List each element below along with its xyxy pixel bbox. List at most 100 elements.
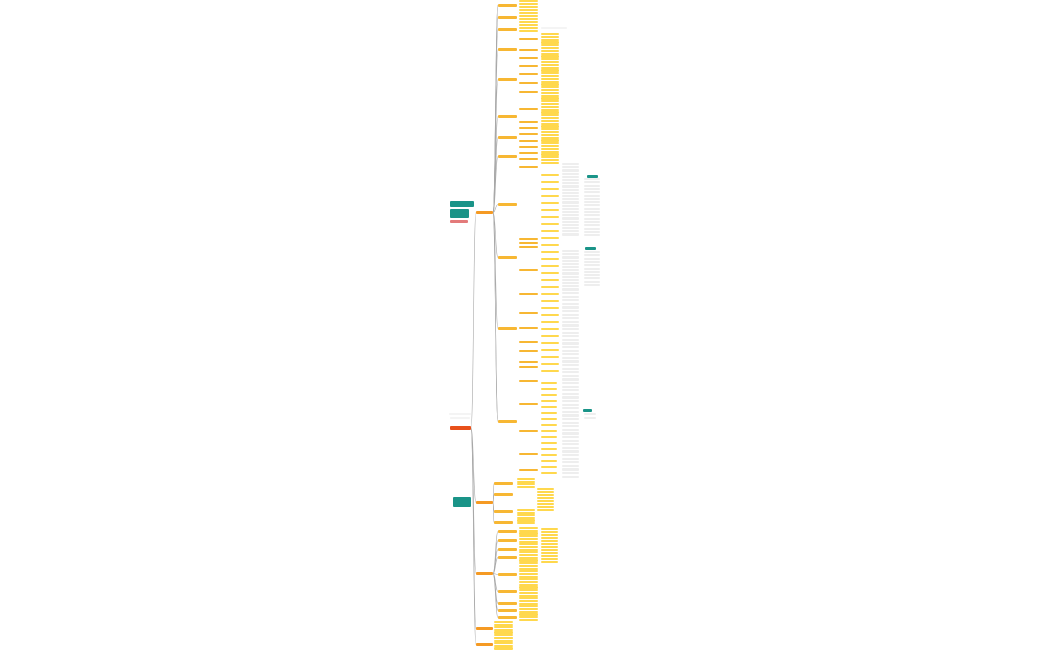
branch-1-sub-1[interactable] bbox=[498, 4, 517, 7]
branch-1-sub-7[interactable] bbox=[498, 136, 517, 139]
note-col3-item bbox=[562, 179, 579, 182]
branch-1-sub-10[interactable] bbox=[498, 256, 517, 259]
branch-3-leaf-b bbox=[541, 540, 558, 543]
leaf-col1-4 bbox=[519, 9, 538, 12]
link-branch-1-sub-9 bbox=[492, 204, 499, 213]
note-col4-item bbox=[584, 224, 600, 227]
branch-1-sub-12[interactable] bbox=[498, 420, 517, 423]
leaf-col2b-item bbox=[541, 349, 559, 352]
note-col3b-item bbox=[562, 275, 579, 278]
branch-3-sub-8[interactable] bbox=[498, 609, 517, 612]
branch-3-leaf bbox=[519, 543, 538, 546]
branch-1-sub-8[interactable] bbox=[498, 155, 517, 158]
note-col3c-item bbox=[562, 464, 579, 467]
branch-1-sub-11[interactable] bbox=[498, 327, 517, 330]
note-col4b-item bbox=[584, 274, 600, 277]
branch-1-sub-6[interactable] bbox=[498, 115, 517, 118]
note-col4b-item bbox=[584, 251, 600, 253]
note-col3-item bbox=[562, 211, 579, 214]
link-root-branch-5 bbox=[470, 427, 477, 645]
branch-3-leaf bbox=[519, 535, 538, 538]
leaf-col2-item bbox=[541, 133, 559, 136]
branch-1-sub-3[interactable] bbox=[498, 28, 517, 31]
branch-3-sub-9[interactable] bbox=[498, 616, 517, 619]
leaf-col2b-item bbox=[541, 174, 559, 177]
note-col3c-item bbox=[562, 324, 579, 327]
branch-3-leaf bbox=[519, 537, 538, 540]
note-col4b-item bbox=[584, 277, 600, 280]
leaf-col2b-item bbox=[541, 279, 559, 282]
branch-3-leaf-b bbox=[541, 528, 558, 531]
link-branch-1-sub-11 bbox=[492, 212, 499, 329]
branch-2-sub-1[interactable] bbox=[494, 482, 513, 485]
note-col4-item bbox=[584, 197, 600, 200]
leaf-col2-item bbox=[541, 153, 559, 156]
branch-4[interactable] bbox=[476, 627, 493, 630]
branch-1-sub-5[interactable] bbox=[498, 78, 517, 81]
branch-3-leaf bbox=[519, 562, 538, 565]
note-col3b-item bbox=[562, 288, 579, 291]
branch-3-sub-7[interactable] bbox=[498, 602, 517, 605]
leaf-col1-18 bbox=[519, 91, 538, 94]
branch-3-leaf bbox=[519, 556, 538, 559]
leaf-col2-item bbox=[541, 119, 559, 122]
branch-3-sub-5[interactable] bbox=[498, 573, 517, 576]
leaf-col2c-item bbox=[541, 394, 557, 397]
leaf-col1-12 bbox=[519, 38, 538, 41]
branch-1[interactable] bbox=[476, 211, 493, 214]
branch-3-sub-2[interactable] bbox=[498, 539, 517, 542]
branch-5-leaf bbox=[494, 647, 513, 650]
leaf-col2-item bbox=[541, 49, 559, 52]
branch-3-sub-6[interactable] bbox=[498, 590, 517, 593]
branch-2-sub-2[interactable] bbox=[494, 493, 513, 496]
note-col3c-item bbox=[562, 378, 579, 381]
branch-2-leaf-c bbox=[517, 516, 535, 519]
leaf-col1-22 bbox=[519, 133, 538, 136]
branch-1-sub-2[interactable] bbox=[498, 16, 517, 19]
note-col4-item bbox=[584, 191, 600, 194]
leaf-col2-item bbox=[541, 58, 559, 61]
note-col4b-item bbox=[584, 267, 600, 270]
note-col3-item bbox=[562, 163, 579, 166]
branch-3-sub-3[interactable] bbox=[498, 548, 517, 551]
note-col4-item bbox=[584, 201, 600, 204]
branch-2-leaf-c bbox=[517, 509, 535, 512]
branch-5[interactable] bbox=[476, 643, 493, 646]
leaf-col2b-item bbox=[541, 216, 559, 219]
note-col4-item bbox=[584, 194, 600, 197]
leaf-col1-26 bbox=[519, 158, 538, 161]
note-col4-item bbox=[584, 217, 600, 220]
branch-3[interactable] bbox=[476, 572, 493, 575]
note-col3c-item bbox=[562, 302, 579, 305]
leaf-col1-37 bbox=[519, 361, 538, 364]
note-col3c-item bbox=[562, 443, 579, 446]
branch-2[interactable] bbox=[476, 501, 493, 504]
callout-right-3-note-2 bbox=[584, 417, 596, 419]
leaf-col1-31 bbox=[519, 269, 538, 272]
leaf-col2-item bbox=[541, 33, 559, 36]
leaf-col2-item bbox=[541, 35, 559, 38]
branch-3-sub-1[interactable] bbox=[498, 530, 517, 533]
leaf-col2c-item bbox=[541, 412, 557, 415]
leaf-col1-14 bbox=[519, 57, 538, 60]
trunk-bottom bbox=[492, 212, 499, 422]
note-col3c-item bbox=[562, 360, 579, 363]
branch-2-sub-4[interactable] bbox=[494, 521, 513, 524]
note-col3-item bbox=[562, 185, 579, 188]
branch-1-sub-4[interactable] bbox=[498, 48, 517, 51]
note-col4-item bbox=[584, 214, 600, 217]
branch-3-leaf bbox=[519, 586, 538, 589]
branch-3-leaf bbox=[519, 608, 538, 611]
note-col4-item bbox=[584, 178, 600, 180]
callout-block-3 bbox=[453, 497, 471, 507]
leaf-col1-28 bbox=[519, 238, 538, 241]
branch-1-sub-9[interactable] bbox=[498, 203, 517, 206]
branch-2-sub-3[interactable] bbox=[494, 510, 513, 513]
leaf-col2c-item bbox=[541, 436, 557, 439]
root-topic[interactable] bbox=[450, 426, 471, 430]
branch-3-leaf bbox=[519, 602, 538, 605]
branch-3-sub-4[interactable] bbox=[498, 556, 517, 559]
note-col3c-item bbox=[562, 367, 579, 370]
note-col3c-item bbox=[562, 472, 579, 475]
